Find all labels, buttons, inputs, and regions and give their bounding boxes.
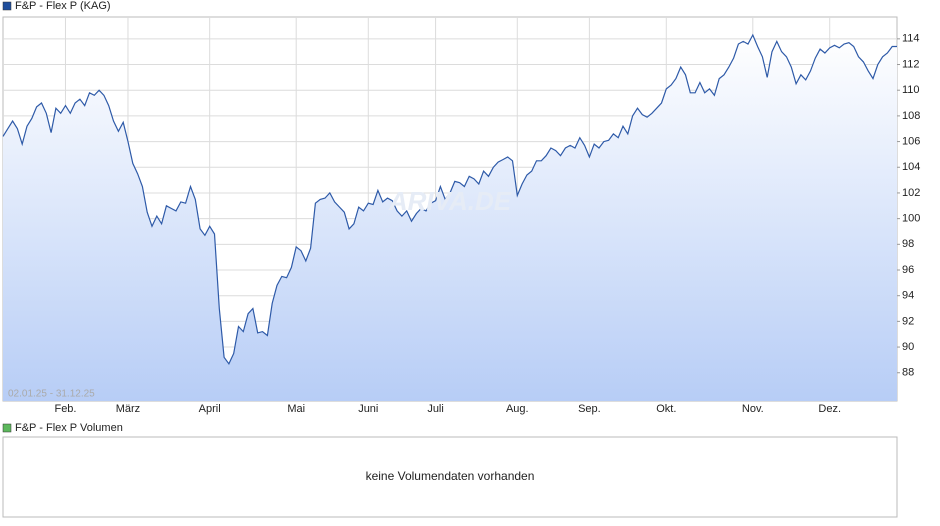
legend-swatch (2, 423, 12, 433)
y-tick-label: 114 (902, 33, 920, 45)
y-tick-label: 88 (902, 367, 914, 379)
y-tick-label: 102 (902, 187, 920, 199)
x-tick-label: März (116, 403, 140, 415)
y-tick-label: 112 (902, 58, 920, 70)
x-tick-label: April (199, 403, 221, 415)
x-tick-label: Aug. (506, 403, 529, 415)
y-tick-label: 110 (902, 84, 920, 96)
x-tick-label: Mai (287, 403, 305, 415)
x-tick-label: Juni (358, 403, 378, 415)
volume-message: keine Volumendaten vorhanden (366, 469, 535, 483)
y-tick-label: 90 (902, 341, 914, 353)
volume-panel (2, 436, 898, 518)
line (2, 33, 897, 365)
y-tick-label: 108 (902, 110, 920, 122)
x-tick-label: Nov. (742, 403, 764, 415)
x-tick-label: Feb. (54, 403, 76, 415)
y-tick-label: 94 (902, 290, 914, 302)
x-tick-label: Dez. (818, 403, 841, 415)
legend-swatch (2, 1, 12, 11)
date-range: 02.01.25 - 31.12.25 (8, 389, 95, 400)
legend-label: F&P - Flex P Volumen (15, 422, 123, 434)
x-tick-label: Okt. (656, 403, 676, 415)
y-tick-label: 106 (902, 135, 920, 147)
plot (2, 33, 897, 401)
y-tick-label: 100 (902, 213, 920, 225)
area (3, 35, 897, 401)
x-tick-label: Sep. (578, 403, 601, 415)
y-tick-label: 92 (902, 315, 914, 327)
watermark: ARIVA.DE (388, 186, 512, 216)
y-tick-label: 98 (902, 238, 914, 250)
x-tick-label: Juli (427, 403, 444, 415)
y-tick-label: 104 (902, 161, 920, 173)
legend-label: F&P - Flex P (KAG) (15, 0, 111, 12)
y-tick-label: 96 (902, 264, 914, 276)
